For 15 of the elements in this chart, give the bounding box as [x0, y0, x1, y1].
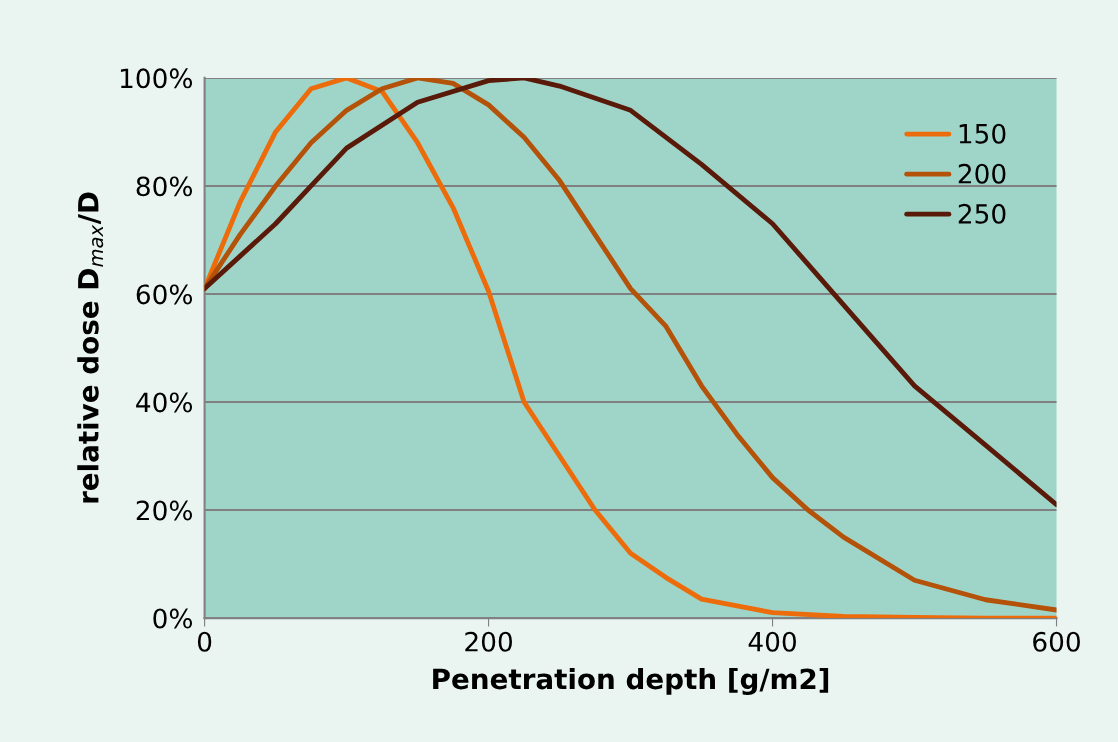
y-tick-label: 40% — [136, 392, 193, 413]
legend-label: 150 — [959, 123, 1006, 144]
y-tick-label: 0% — [153, 608, 193, 629]
x-axis-title: Penetration depth [g/m2] — [433, 667, 829, 696]
y-tick-label: 80% — [136, 176, 193, 197]
x-tick-label: 400 — [748, 631, 796, 652]
y-tick-label: 20% — [136, 500, 193, 521]
legend-label: 250 — [958, 203, 1006, 224]
y-tick-label: 60% — [136, 284, 193, 305]
y-axis-title: relative dose D$_{max}$/D — [77, 192, 104, 503]
x-tick-label: 0 — [197, 631, 212, 652]
y-tick-label: 100% — [120, 68, 193, 89]
x-tick-label: 600 — [1033, 631, 1080, 652]
legend-label: 200 — [958, 163, 1006, 184]
x-tick-label: 200 — [465, 631, 512, 652]
